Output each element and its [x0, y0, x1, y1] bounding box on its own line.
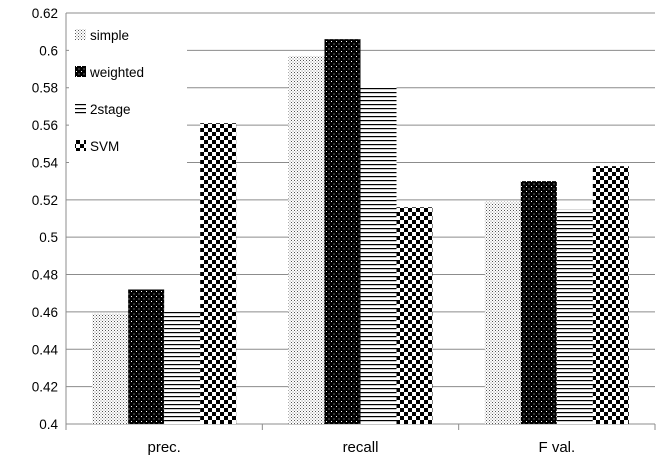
bar-weighted-recall — [324, 39, 361, 425]
x-category-label: prec. — [147, 439, 180, 456]
y-tick-label: 0.6 — [39, 43, 58, 58]
legend-label-weighted: weighted — [89, 65, 144, 80]
legend: simple weighted 2stage SVM — [69, 20, 187, 172]
y-tick-label: 0.48 — [32, 268, 58, 283]
legend-label-svm: SVM — [90, 139, 119, 154]
legend-label-simple: simple — [90, 28, 129, 43]
bar-2stage-fval — [556, 209, 593, 424]
y-tick-label: 0.5 — [39, 230, 58, 245]
y-tick-label: 0.56 — [32, 118, 58, 133]
bar-simple-prec — [92, 313, 129, 424]
bar-weighted-fval — [520, 181, 557, 424]
bar-simple-fval — [484, 201, 521, 424]
bar-simple-recall — [288, 55, 325, 425]
y-tick-label: 0.58 — [32, 81, 58, 96]
legend-background — [69, 20, 187, 172]
bar-2stage-recall — [360, 85, 397, 424]
legend-swatch-svm — [75, 140, 86, 151]
legend-swatch-simple — [75, 29, 86, 40]
y-tick-label: 0.46 — [32, 305, 58, 320]
bar-svm-fval — [592, 166, 629, 424]
x-category-labels: prec. recall F val. — [147, 439, 575, 456]
legend-swatch-2stage — [75, 103, 86, 114]
bar-svm-prec — [200, 123, 237, 425]
y-tick-label: 0.4 — [39, 417, 58, 432]
y-tick-label: 0.52 — [32, 193, 58, 208]
x-category-label: F val. — [538, 439, 575, 456]
bar-2stage-prec — [164, 310, 201, 424]
legend-swatch-weighted — [75, 66, 86, 77]
y-tick-label: 0.62 — [32, 6, 58, 21]
bar-weighted-prec — [128, 289, 165, 424]
y-tick-label: 0.42 — [32, 380, 58, 395]
bars — [92, 39, 629, 425]
bar-svm-recall — [396, 207, 433, 424]
y-tick-label: 0.44 — [32, 342, 59, 357]
x-category-label: recall — [343, 439, 379, 456]
legend-label-2stage: 2stage — [90, 102, 131, 117]
y-tick-labels: 0.4 0.42 0.44 0.46 0.48 0.5 0.52 0.54 0.56 0.58 0.… — [32, 6, 59, 432]
y-tick-label: 0.54 — [32, 155, 59, 170]
